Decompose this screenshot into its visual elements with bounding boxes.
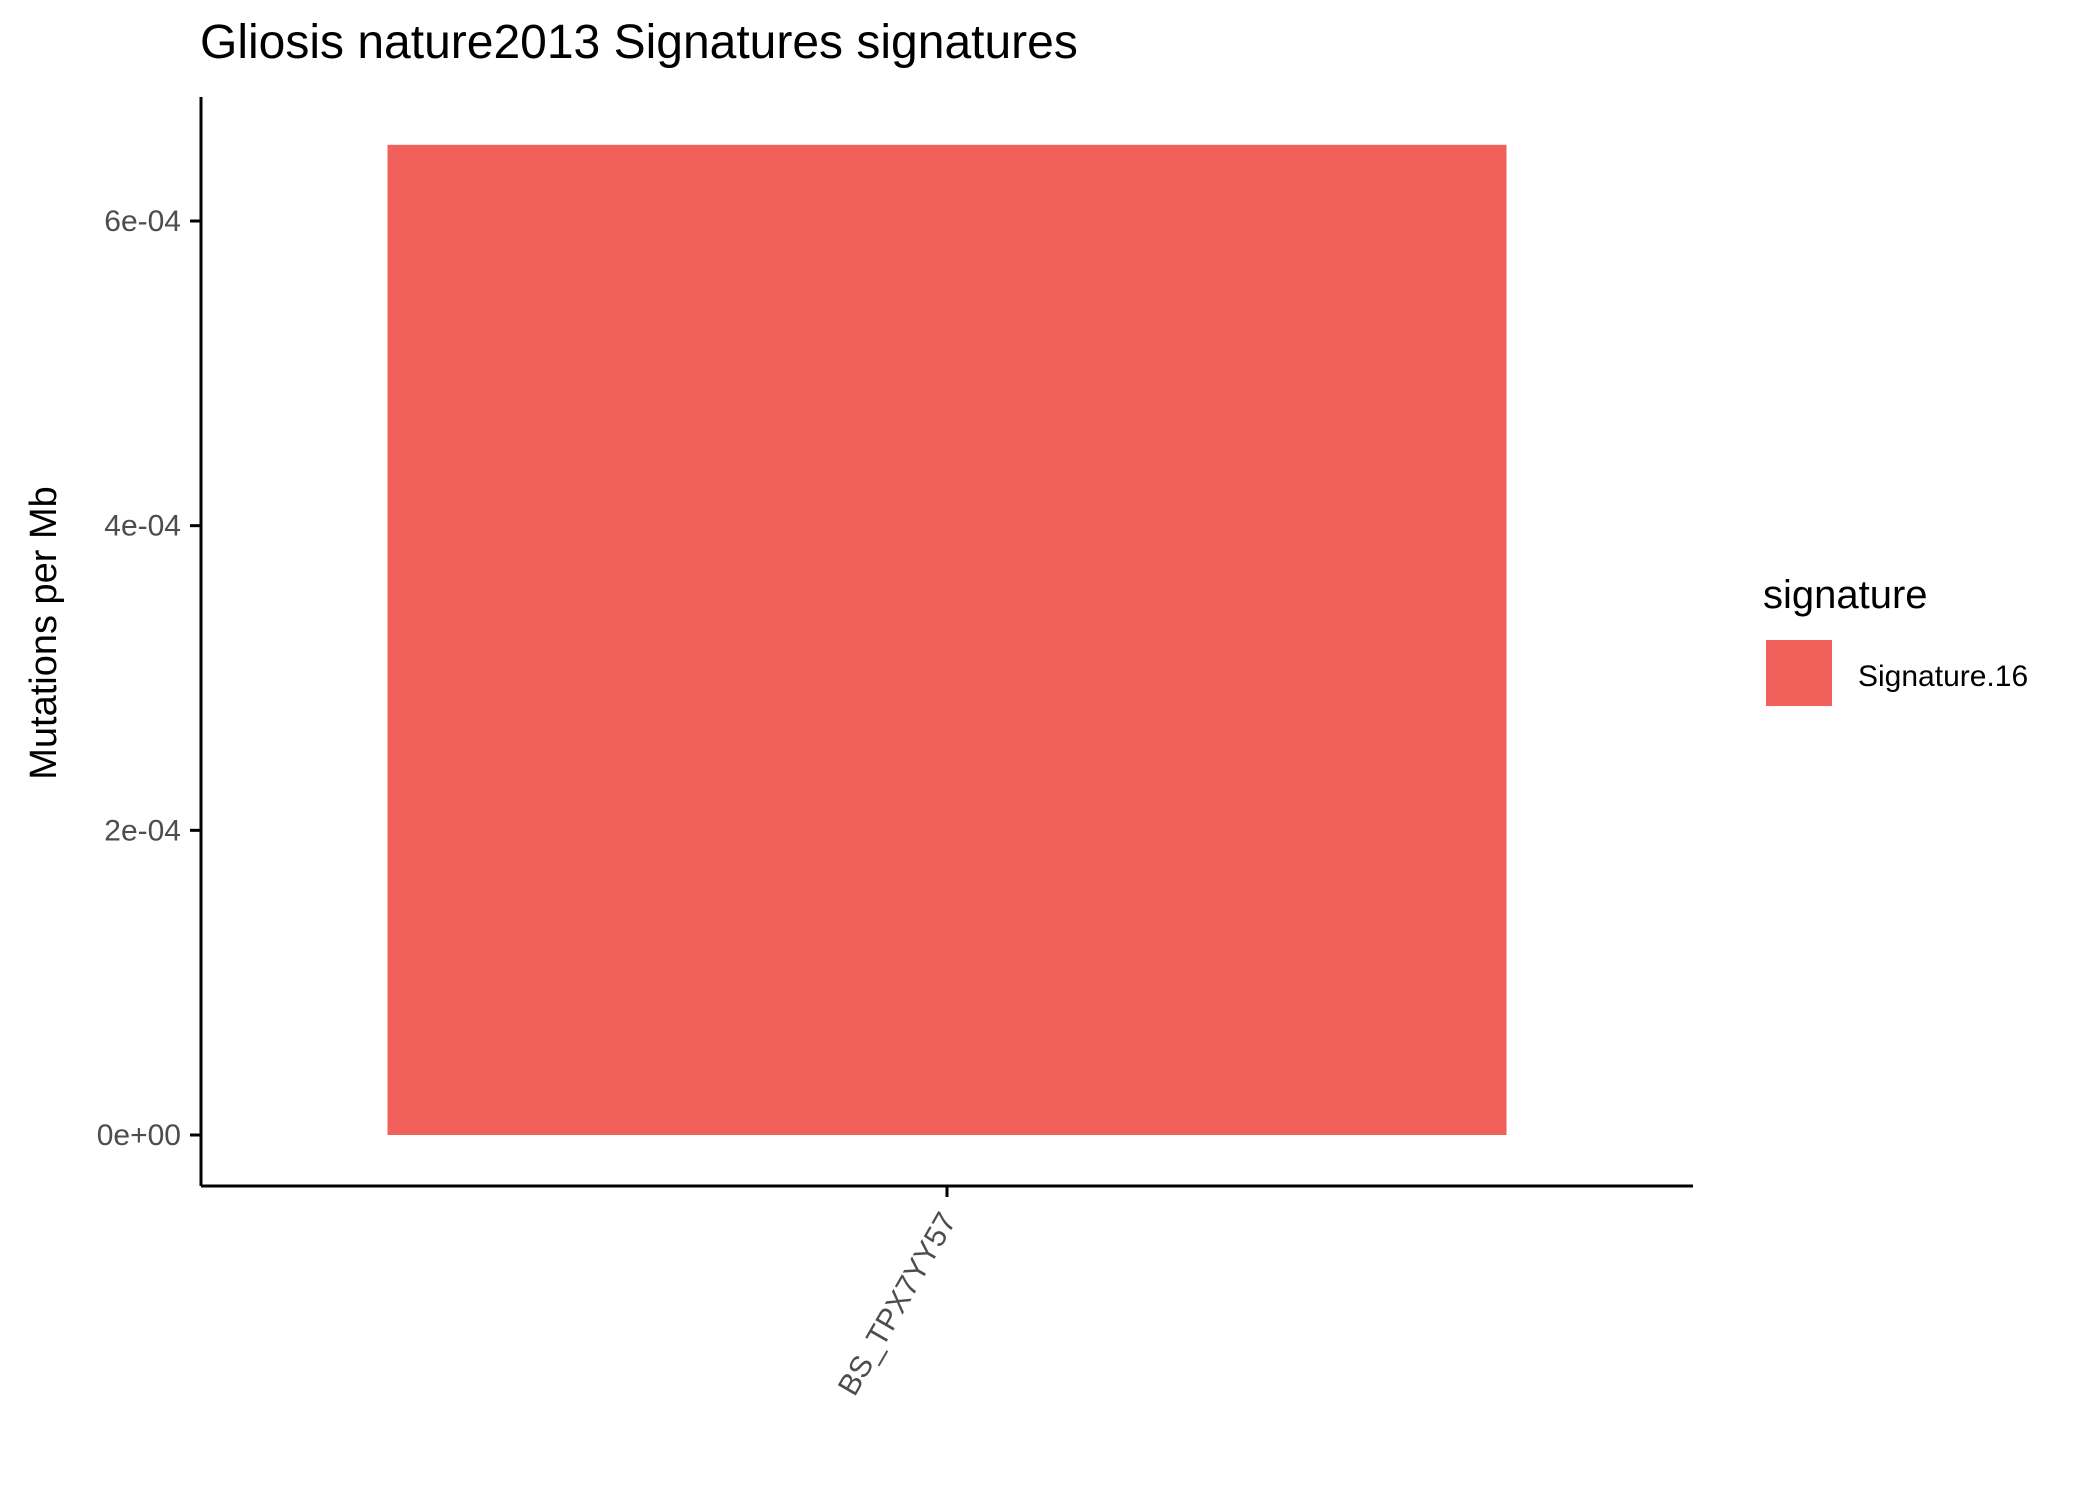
x-tick-label: BS_TPX7YY57 [832, 1207, 963, 1401]
legend-title: signature [1763, 573, 1928, 617]
legend: signature Signature.16 [1763, 573, 2028, 706]
y-tick-label: 2e-04 [104, 814, 181, 847]
y-axis-label: Mutations per Mb [23, 486, 65, 780]
chart-title: Gliosis nature2013 Signatures signatures [200, 16, 1078, 69]
bar-bs_tpx7yy57 [387, 144, 1507, 1136]
legend-key-signature-16 [1766, 640, 1832, 706]
y-tick-label: 4e-04 [104, 510, 181, 543]
y-tick-label: 0e+00 [97, 1119, 181, 1152]
y-tick-label: 6e-04 [104, 205, 181, 238]
legend-label-signature-16: Signature.16 [1858, 660, 2028, 693]
plot-area: 0e+00 2e-04 4e-04 6e-04 BS_TPX7YY57 [97, 144, 1507, 1401]
